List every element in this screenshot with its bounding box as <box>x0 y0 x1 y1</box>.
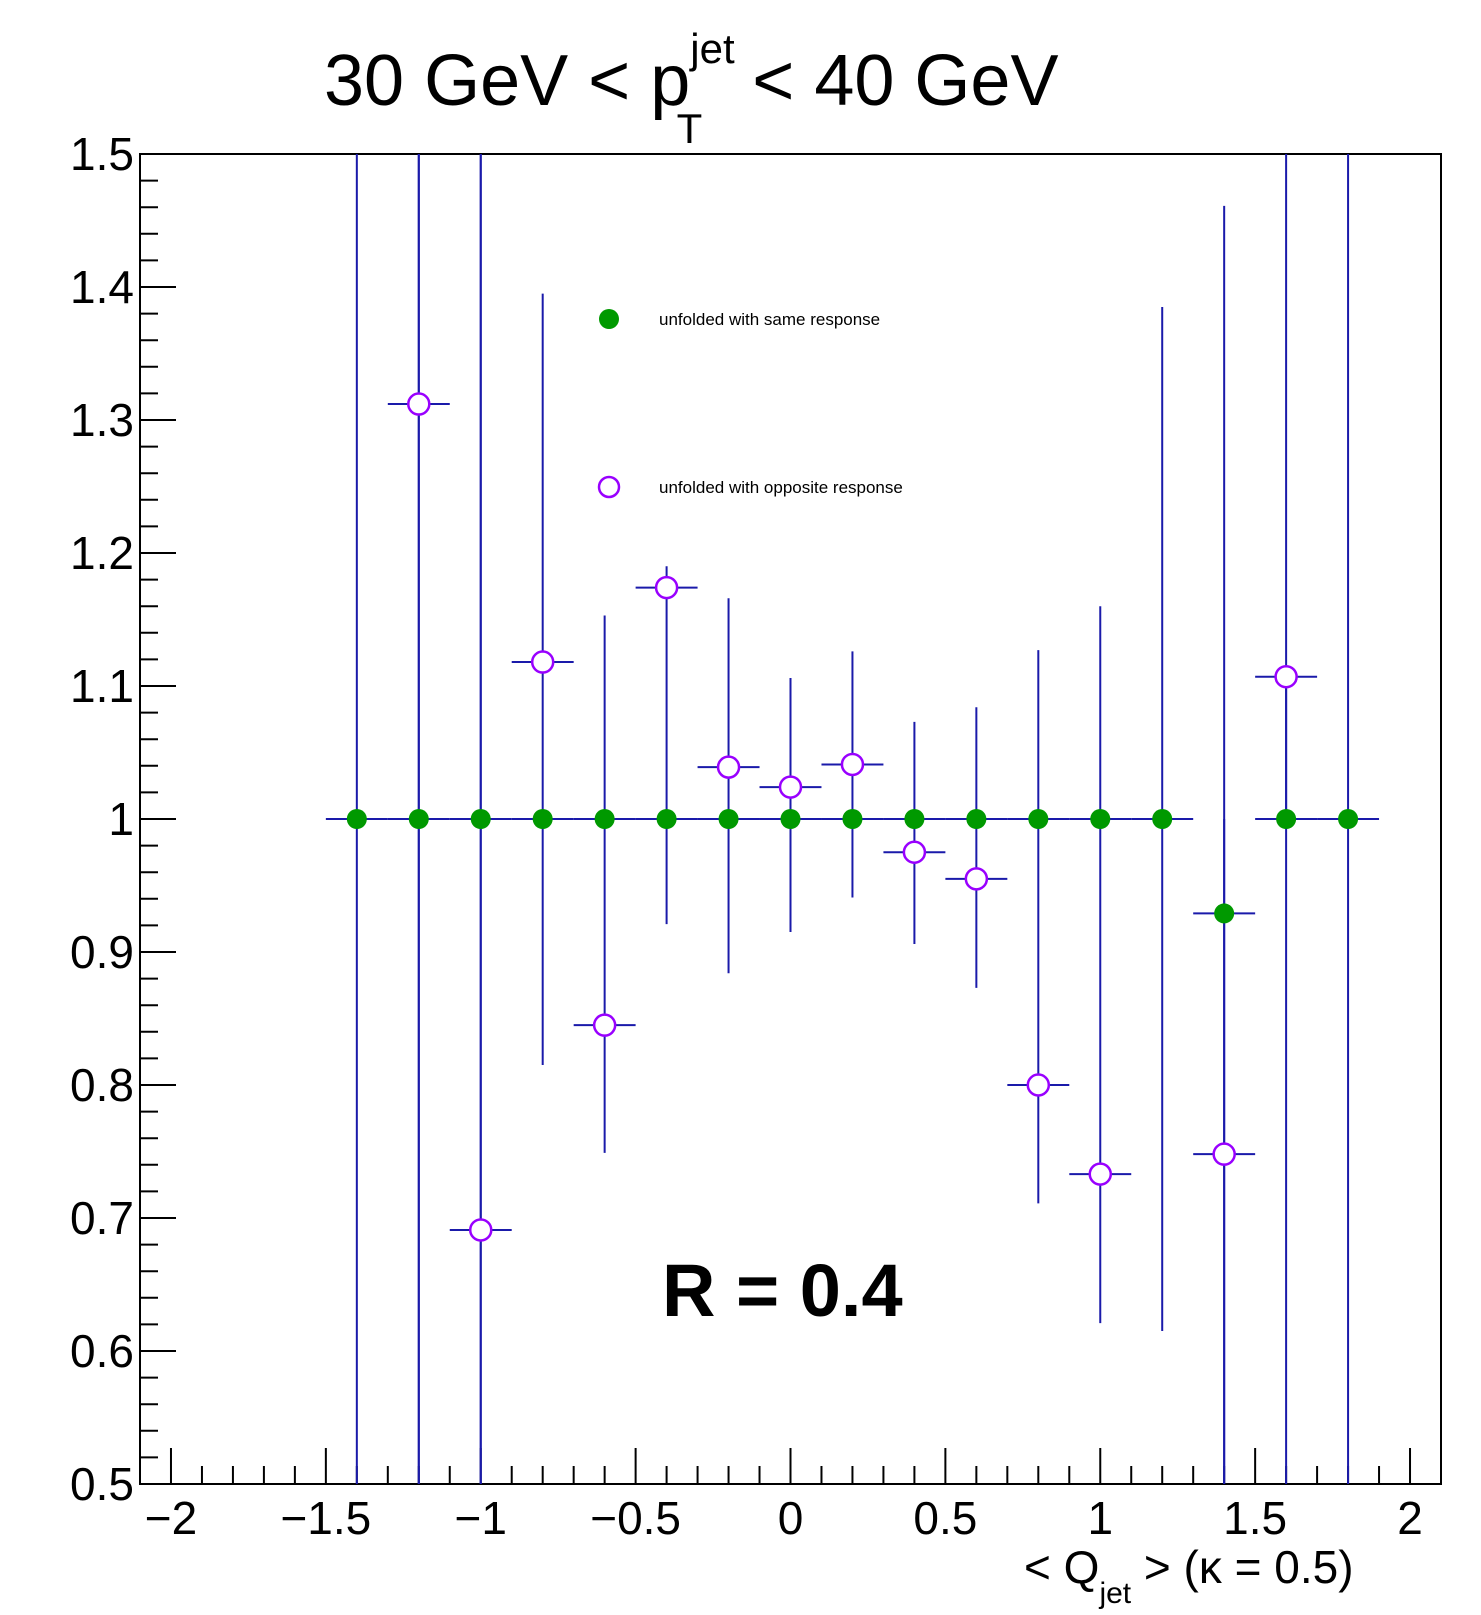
legend-label-opposite-response: unfolded with opposite response <box>659 478 903 497</box>
same-response-point <box>780 809 801 829</box>
y-tick-label: 0.8 <box>70 1059 134 1111</box>
same-response-point <box>904 809 925 829</box>
x-tick-label: −0.5 <box>590 1492 681 1544</box>
opposite-response-point <box>840 752 865 777</box>
x-axis-label-suffix: > (κ = 0.5) <box>1131 1541 1353 1593</box>
same-response-point <box>966 809 987 829</box>
y-tick-label: 0.7 <box>70 1192 134 1244</box>
same-response-point <box>408 809 429 829</box>
same-response-point <box>718 809 739 829</box>
same-response-point <box>1090 809 1111 829</box>
chart-title-suffix: < 40 GeV <box>732 41 1058 121</box>
x-tick-label: 1 <box>1087 1492 1113 1544</box>
x-axis-label-prefix: < Q <box>1024 1541 1099 1593</box>
opposite-response-point <box>964 867 989 891</box>
opposite-response-point <box>1274 664 1298 689</box>
y-tick-label: 1 <box>108 793 134 845</box>
opposite-response-point <box>778 775 803 799</box>
same-response-point <box>1028 809 1049 829</box>
opposite-response-point <box>592 1013 617 1037</box>
same-response-point <box>1276 809 1297 829</box>
x-tick-label: 1.5 <box>1223 1492 1287 1544</box>
chart-title: 30 GeV < pjet T < 40 GeV <box>324 25 1059 152</box>
y-tick-label: 1.2 <box>70 527 134 579</box>
opposite-response-point <box>1088 1162 1113 1186</box>
same-response-point <box>1152 809 1173 829</box>
x-tick-label: 0.5 <box>913 1492 977 1544</box>
x-tick-label: −2 <box>145 1492 197 1544</box>
x-axis-label-subscript: jet <box>1098 1577 1131 1610</box>
same-response-point <box>346 809 367 829</box>
same-response-point <box>594 809 615 829</box>
legend-marker-opposite-response <box>597 475 621 499</box>
legend-marker-same-response <box>599 309 619 329</box>
same-response-point <box>470 809 491 829</box>
chart-title-superscript: jet <box>688 25 735 72</box>
x-tick-label: −1 <box>455 1492 507 1544</box>
y-tick-label: 0.9 <box>70 926 134 978</box>
data-markers <box>346 392 1359 1242</box>
same-response-point <box>842 809 863 829</box>
opposite-response-point <box>902 840 927 864</box>
y-tick-label: 1.5 <box>70 128 134 180</box>
opposite-response-point <box>530 650 555 674</box>
y-tick-label: 1.3 <box>70 394 134 446</box>
x-axis-label: < Qjet > (κ = 0.5) <box>1024 1541 1354 1610</box>
x-tick-label: 2 <box>1397 1492 1423 1544</box>
opposite-response-point <box>407 392 431 416</box>
same-response-point <box>532 809 553 829</box>
opposite-response-point <box>654 575 679 600</box>
same-response-point <box>1338 809 1359 829</box>
opposite-response-point <box>1212 1142 1236 1166</box>
x-tick-label: −1.5 <box>280 1492 371 1544</box>
y-tick-label: 1.1 <box>70 660 134 712</box>
opposite-response-point <box>468 1218 493 1242</box>
x-tick-label: 0 <box>778 1492 804 1544</box>
chart-title-subscript: T <box>677 105 703 152</box>
chart-title-prefix: 30 GeV < p <box>324 41 690 121</box>
opposite-response-point <box>716 755 741 779</box>
legend-label-same-response: unfolded with same response <box>659 310 880 329</box>
y-tick-label: 0.6 <box>70 1325 134 1377</box>
legend: unfolded with same response unfolded wit… <box>597 309 903 499</box>
same-response-point <box>1214 903 1235 924</box>
y-tick-label: 1.4 <box>70 261 134 313</box>
annotation-radius: R = 0.4 <box>662 1249 903 1332</box>
axes: 0.5 0.6 0.7 0.8 0.9 1 1.1 1.2 1.3 1.4 1.5 −2 −1.5 −1 −… <box>70 128 1442 1544</box>
y-tick-label: 0.5 <box>70 1458 134 1510</box>
same-response-point <box>656 809 677 829</box>
opposite-response-point <box>1026 1073 1051 1097</box>
